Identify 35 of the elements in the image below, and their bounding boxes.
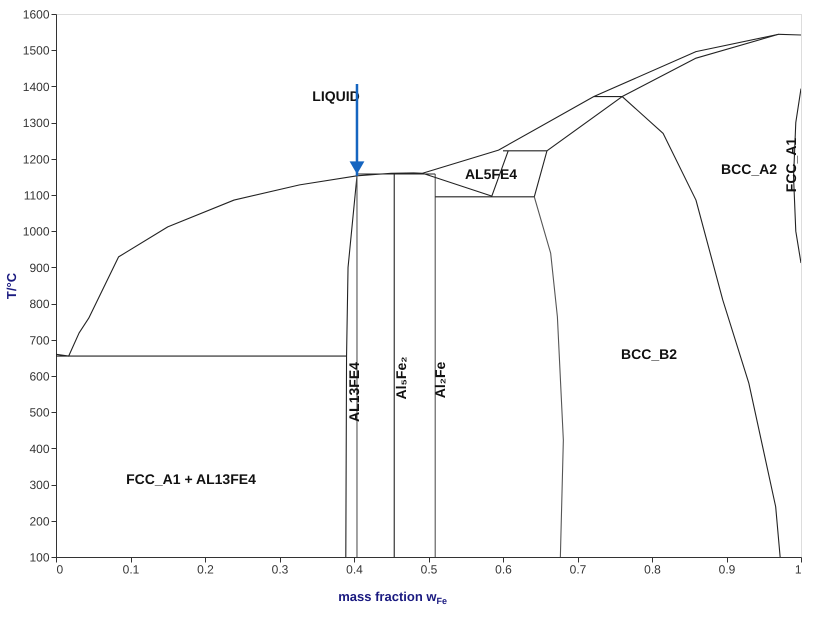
x-tick-label: 0.7	[570, 562, 587, 576]
x-tick-label: 0.9	[718, 562, 736, 576]
y-tick-label: 1400	[22, 80, 50, 94]
y-tick-label: 100	[29, 550, 50, 564]
x-tick-label: 0.2	[197, 562, 214, 576]
x-tick-label: 1	[794, 562, 802, 576]
annotation: FCC_A1 + AL13FE4	[126, 471, 256, 487]
y-tick-label: 600	[29, 370, 50, 384]
annotation: Al₅Fe₂	[393, 356, 409, 400]
y-tick-label: 1500	[22, 44, 50, 58]
y-axis-title: T/°C	[4, 272, 19, 300]
y-tick-label: 800	[29, 297, 50, 312]
y-tick-label: 400	[29, 442, 50, 456]
y-tick-label: 900	[29, 260, 50, 275]
x-tick-label: 0.8	[644, 562, 662, 576]
annotation: Al₂Fe	[432, 362, 448, 398]
x-tick-label: 0.5	[420, 562, 438, 576]
x-tick-label: 0.3	[272, 562, 289, 576]
y-tick-label: 1600	[22, 8, 50, 22]
x-tick-label: 0.1	[122, 562, 140, 576]
x-tick-label: 0.4	[346, 562, 364, 576]
annotation: AL13FE4	[346, 362, 362, 422]
y-tick-label: 300	[29, 478, 50, 492]
y-tick-label: 700	[29, 333, 50, 348]
annotation: BCC_B2	[620, 346, 678, 362]
annotation: BCC_A2	[720, 161, 778, 177]
x-tick-label: 0	[56, 562, 64, 576]
y-tick-label: 1300	[22, 116, 50, 130]
annotation: FCC_A1	[783, 138, 799, 192]
y-tick-label: 1100	[24, 188, 50, 202]
y-tick-label: 200	[29, 514, 50, 528]
y-tick-label: 500	[29, 406, 50, 420]
y-tick-label: 1000	[22, 224, 50, 239]
x-tick-label: 0.6	[495, 562, 512, 576]
y-tick-label: 1200	[22, 152, 50, 166]
